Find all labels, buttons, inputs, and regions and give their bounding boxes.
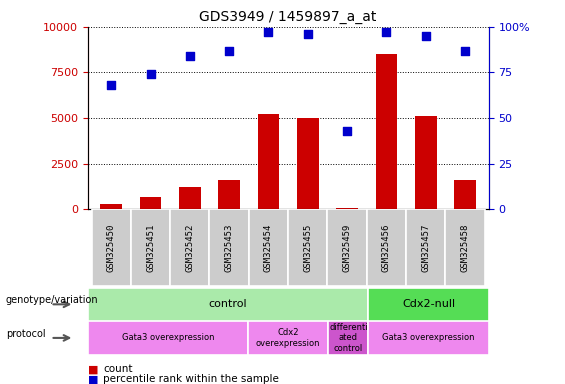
Text: Gata3 overexpression: Gata3 overexpression bbox=[383, 333, 475, 343]
Bar bbox=[367, 209, 406, 286]
Text: Gata3 overexpression: Gata3 overexpression bbox=[121, 333, 214, 343]
Bar bbox=[131, 209, 170, 286]
Bar bbox=[88, 288, 368, 321]
Bar bbox=[101, 204, 122, 209]
Bar bbox=[170, 209, 210, 286]
Point bbox=[185, 53, 194, 59]
Point bbox=[342, 128, 351, 134]
Text: differenti
ated
control: differenti ated control bbox=[329, 323, 368, 353]
Text: protocol: protocol bbox=[6, 329, 45, 339]
Bar bbox=[288, 209, 328, 286]
Bar bbox=[368, 288, 489, 321]
Text: ■: ■ bbox=[88, 374, 98, 384]
Point bbox=[264, 29, 273, 35]
Point bbox=[146, 71, 155, 78]
Point bbox=[225, 48, 234, 54]
Bar bbox=[248, 321, 328, 355]
Text: percentile rank within the sample: percentile rank within the sample bbox=[103, 374, 279, 384]
Point bbox=[303, 31, 312, 37]
Text: GSM325457: GSM325457 bbox=[421, 223, 431, 272]
Bar bbox=[297, 118, 319, 209]
Point bbox=[460, 48, 470, 54]
Title: GDS3949 / 1459897_a_at: GDS3949 / 1459897_a_at bbox=[199, 10, 377, 25]
Bar bbox=[249, 209, 288, 286]
Text: GSM325455: GSM325455 bbox=[303, 223, 312, 272]
Text: GSM325456: GSM325456 bbox=[382, 223, 391, 272]
Bar bbox=[328, 321, 368, 355]
Text: GSM325452: GSM325452 bbox=[185, 223, 194, 272]
Bar bbox=[218, 180, 240, 209]
Bar bbox=[88, 321, 248, 355]
Bar bbox=[179, 187, 201, 209]
Text: genotype/variation: genotype/variation bbox=[6, 295, 98, 306]
Bar bbox=[415, 116, 437, 209]
Bar bbox=[454, 180, 476, 209]
Text: control: control bbox=[208, 299, 247, 310]
Bar bbox=[92, 209, 131, 286]
Bar bbox=[445, 209, 485, 286]
Text: GSM325454: GSM325454 bbox=[264, 223, 273, 272]
Text: ■: ■ bbox=[88, 364, 98, 374]
Bar bbox=[376, 54, 397, 209]
Text: GSM325453: GSM325453 bbox=[225, 223, 234, 272]
Text: Cdx2-null: Cdx2-null bbox=[402, 299, 455, 310]
Text: GSM325458: GSM325458 bbox=[460, 223, 470, 272]
Bar bbox=[328, 209, 367, 286]
Bar bbox=[140, 197, 162, 209]
Text: count: count bbox=[103, 364, 133, 374]
Text: GSM325450: GSM325450 bbox=[107, 223, 116, 272]
Text: Cdx2
overexpression: Cdx2 overexpression bbox=[256, 328, 320, 348]
Point bbox=[421, 33, 431, 39]
Point bbox=[382, 29, 391, 35]
Bar bbox=[210, 209, 249, 286]
Text: GSM325451: GSM325451 bbox=[146, 223, 155, 272]
Bar bbox=[368, 321, 489, 355]
Text: GSM325459: GSM325459 bbox=[342, 223, 351, 272]
Bar bbox=[406, 209, 445, 286]
Point bbox=[107, 82, 116, 88]
Bar bbox=[258, 114, 279, 209]
